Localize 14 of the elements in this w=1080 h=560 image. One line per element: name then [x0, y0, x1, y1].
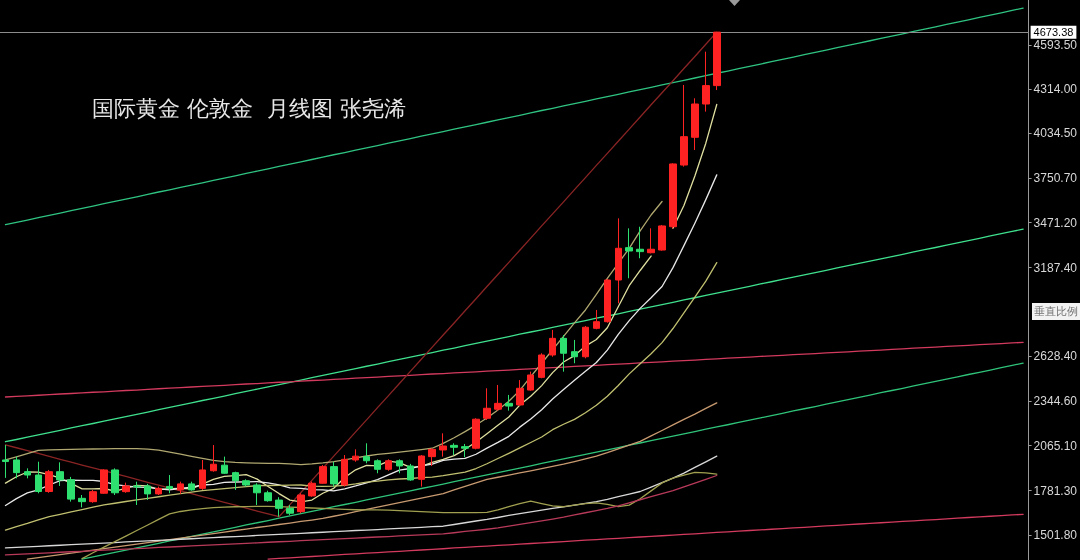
y-tick-label: 2344.60	[1033, 394, 1078, 409]
y-tick-label: 2065.10	[1033, 438, 1078, 453]
ref-line-label: 4673.38	[1033, 26, 1074, 39]
y-tick-label: 4034.50	[1033, 126, 1078, 141]
scale-button: 垂直比例	[1032, 303, 1080, 320]
y-tick-label: 1501.80	[1033, 527, 1078, 542]
y-tick-label: 1781.30	[1033, 483, 1078, 498]
text: 国际黄金 伦敦金 月线图 张尧浠	[92, 95, 406, 121]
y-tick-label: 4314.00	[1033, 82, 1078, 97]
y-tick-label: 4593.50	[1033, 37, 1078, 52]
y-tick-label: 3750.70	[1033, 171, 1078, 186]
y-tick-label: 3187.40	[1033, 260, 1078, 275]
y-tick-label: 3471.20	[1033, 215, 1078, 230]
y-tick-label: 2628.40	[1033, 349, 1078, 364]
